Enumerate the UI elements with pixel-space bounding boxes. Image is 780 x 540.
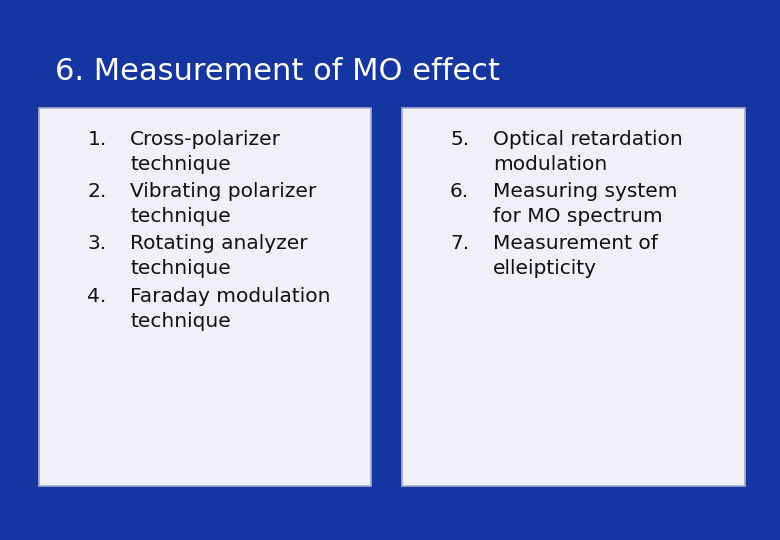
Text: 1.: 1. xyxy=(87,130,107,148)
Text: Optical retardation: Optical retardation xyxy=(493,130,682,148)
Text: technique: technique xyxy=(130,260,231,279)
Text: Rotating analyzer: Rotating analyzer xyxy=(130,234,308,253)
Text: for MO spectrum: for MO spectrum xyxy=(493,207,662,226)
Text: 3.: 3. xyxy=(87,234,107,253)
Text: technique: technique xyxy=(130,207,231,226)
Text: technique: technique xyxy=(130,312,231,331)
FancyBboxPatch shape xyxy=(402,108,745,486)
Text: 2.: 2. xyxy=(87,182,107,201)
Text: Cross-polarizer: Cross-polarizer xyxy=(130,130,282,148)
Text: modulation: modulation xyxy=(493,155,607,174)
Text: Faraday modulation: Faraday modulation xyxy=(130,287,331,306)
Text: Measuring system: Measuring system xyxy=(493,182,678,201)
Text: 6.: 6. xyxy=(450,182,470,201)
Text: Vibrating polarizer: Vibrating polarizer xyxy=(130,182,317,201)
Text: 4.: 4. xyxy=(87,287,107,306)
Text: 7.: 7. xyxy=(450,234,470,253)
Text: 5.: 5. xyxy=(450,130,470,148)
Text: elleipticity: elleipticity xyxy=(493,260,597,279)
Text: Measurement of: Measurement of xyxy=(493,234,658,253)
FancyBboxPatch shape xyxy=(39,108,370,486)
Text: technique: technique xyxy=(130,155,231,174)
Text: 6. Measurement of MO effect: 6. Measurement of MO effect xyxy=(55,57,500,86)
